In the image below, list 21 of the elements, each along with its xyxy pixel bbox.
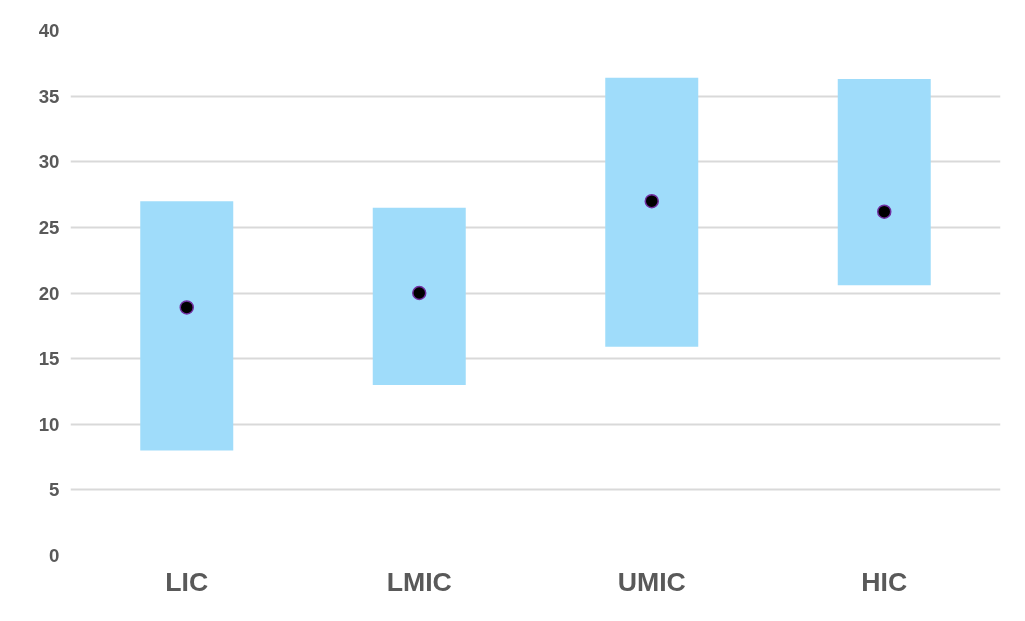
y-tick-label: 10 (38, 413, 60, 435)
x-tick-label: HIC (861, 566, 908, 597)
point (644, 193, 659, 209)
point (877, 204, 892, 219)
y-tick-label: 0 (49, 545, 60, 566)
point (179, 300, 194, 315)
x-tick-label: UMIC (617, 566, 686, 597)
y-tick-label: 35 (38, 85, 60, 107)
y-tick-label: 25 (38, 216, 60, 238)
y-tick-label: 15 (38, 348, 60, 370)
x-tick-label: LMIC (386, 566, 452, 597)
bar (837, 79, 931, 286)
x-tick-label: LIC (165, 566, 209, 597)
y-tick-label: 5 (49, 479, 60, 501)
bar (605, 77, 699, 347)
y-tick-label: 20 (38, 282, 60, 304)
y-tick-label: 40 (38, 20, 60, 41)
bar (372, 207, 466, 385)
bar (140, 201, 234, 451)
y-tick-label: 30 (38, 151, 60, 173)
point (412, 285, 427, 301)
